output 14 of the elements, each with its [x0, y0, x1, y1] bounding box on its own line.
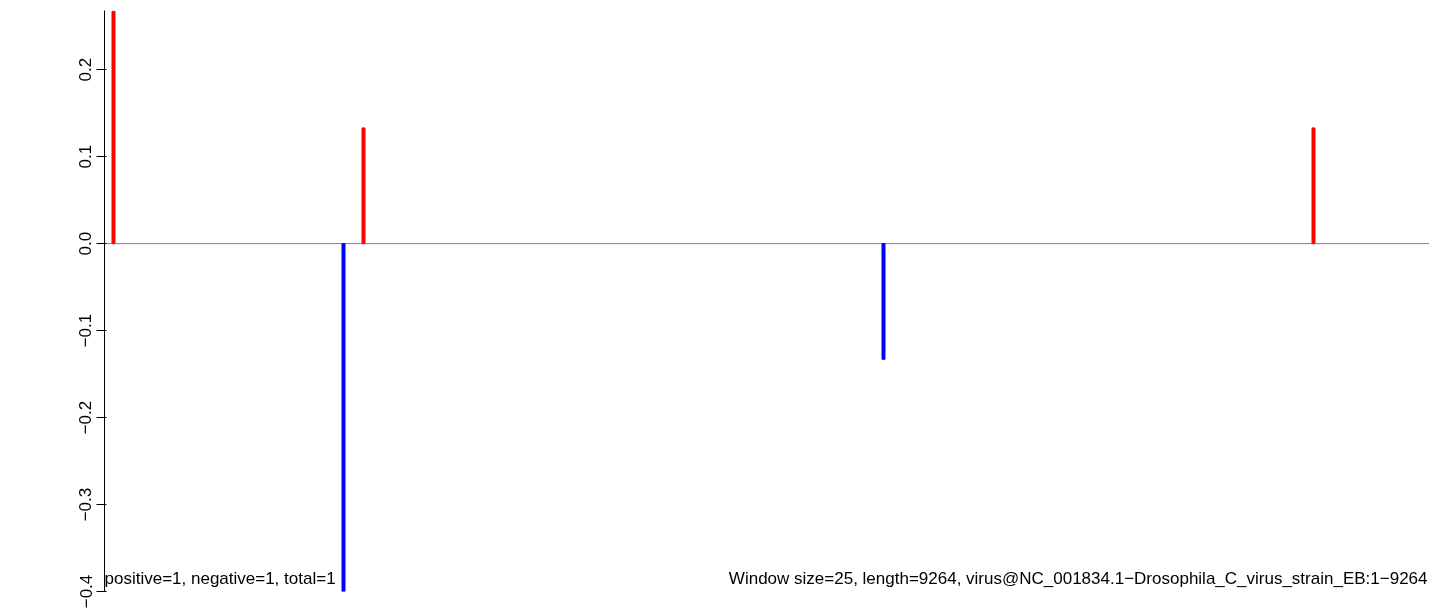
bar: [361, 127, 366, 245]
y-tick-label: 0.1: [76, 144, 96, 169]
y-tick-label: −0.2: [76, 400, 96, 435]
annotation: positive=1, negative=1, total=1: [104, 568, 336, 588]
bar: [1311, 127, 1316, 245]
y-tick-label: 0.2: [76, 57, 96, 82]
y-tick-label: −0.3: [76, 487, 96, 522]
y-tick-label: −0.4: [76, 574, 96, 609]
annotation: Window size=25, length=9264, virus@NC_001834.1−Drosophila_C_virus_strain_EB:1−9264: [728, 568, 1428, 588]
y-tick-label: 0.0: [76, 231, 96, 256]
bar: [341, 243, 346, 592]
bar: [111, 10, 116, 245]
bar: [881, 243, 886, 360]
y-tick-label: −0.1: [76, 313, 96, 348]
